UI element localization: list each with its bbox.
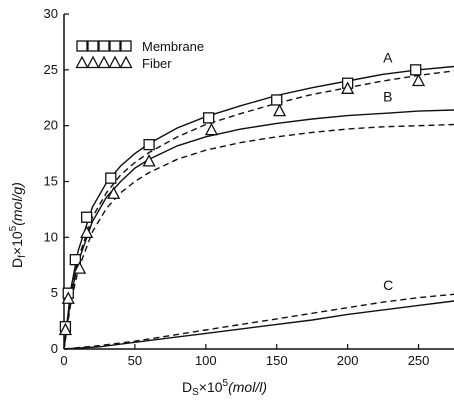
- legend-square-marker: [109, 40, 121, 52]
- fiber-point: [272, 103, 287, 117]
- y-tick-label: 5: [51, 285, 58, 300]
- x-label-rest: ×10: [199, 379, 223, 395]
- y-tick-label: 25: [44, 62, 58, 77]
- y-tick-label: 20: [44, 118, 58, 133]
- x-label-unit: (mol/l): [228, 379, 267, 395]
- membrane-point: [81, 211, 93, 223]
- fiber-point: [80, 225, 94, 239]
- legend-triangle-marker: [86, 55, 100, 69]
- legend: Membrane Fiber: [75, 39, 204, 71]
- curve-label-b: B: [383, 88, 392, 104]
- x-tick-label: 0: [60, 353, 67, 368]
- curve-unlabeled-5-solid: [63, 300, 454, 350]
- legend-label-fiber: Fiber: [142, 56, 172, 71]
- x-label-sub: S: [192, 387, 199, 398]
- x-tick-label: 150: [266, 353, 288, 368]
- curve-label-a: A: [383, 49, 393, 65]
- membrane-point: [410, 64, 422, 76]
- membrane-point: [143, 138, 155, 151]
- fiber-point: [58, 322, 72, 336]
- x-tick-label: 50: [128, 353, 142, 368]
- x-axis-label: DS×105(mol/l): [182, 378, 267, 398]
- curve-unlabeled-3-dashed: [63, 123, 454, 350]
- fiber-point: [341, 81, 355, 94]
- legend-square-marker: [120, 40, 132, 52]
- membrane-point: [105, 172, 117, 184]
- legend-triangle-marker: [119, 55, 133, 69]
- fiber-point: [73, 261, 87, 274]
- y-axis-label: Df×105(mol/g): [8, 182, 28, 268]
- x-tick-label: 100: [195, 353, 217, 368]
- fiber-point: [411, 73, 426, 87]
- y-tick-label: 30: [44, 6, 58, 21]
- fiber-point: [142, 153, 156, 167]
- curve-b-solid: [63, 109, 454, 350]
- y-tick-label: 10: [44, 229, 58, 244]
- legend-square-marker: [76, 40, 88, 52]
- fiber-point: [107, 186, 121, 199]
- y-label-sub: f: [17, 255, 28, 258]
- legend-label-membrane: Membrane: [142, 39, 204, 54]
- legend-square-marker: [98, 40, 110, 52]
- legend-square-marker: [87, 40, 99, 52]
- membrane-point: [271, 94, 283, 106]
- x-tick-label: 250: [408, 353, 430, 368]
- y-tick-label: 15: [44, 174, 58, 189]
- fiber-point: [204, 122, 219, 136]
- membrane-point: [69, 254, 81, 266]
- curve-label-c: C: [383, 277, 393, 293]
- x-label-sup: 5: [223, 378, 229, 389]
- x-label-main: D: [182, 379, 192, 395]
- membrane-point: [203, 112, 215, 124]
- markers: [58, 64, 426, 336]
- y-tick-label: 0: [51, 341, 58, 356]
- axes: 0 50 100 150 200 250 0 5 10 15 20 25 30: [44, 6, 454, 368]
- x-tick-label: 200: [337, 353, 359, 368]
- legend-triangle-marker: [108, 55, 122, 69]
- y-label-sup: 5: [8, 225, 19, 231]
- legend-triangle-marker: [75, 55, 89, 69]
- curves: A B C: [63, 49, 454, 350]
- y-label-main: D: [9, 258, 25, 268]
- fiber-point: [61, 291, 75, 304]
- y-label-rest: ×10: [9, 231, 25, 255]
- y-label-unit: (mol/g): [9, 182, 25, 226]
- legend-triangle-marker: [97, 55, 111, 69]
- curve-c-dashed: [63, 293, 454, 350]
